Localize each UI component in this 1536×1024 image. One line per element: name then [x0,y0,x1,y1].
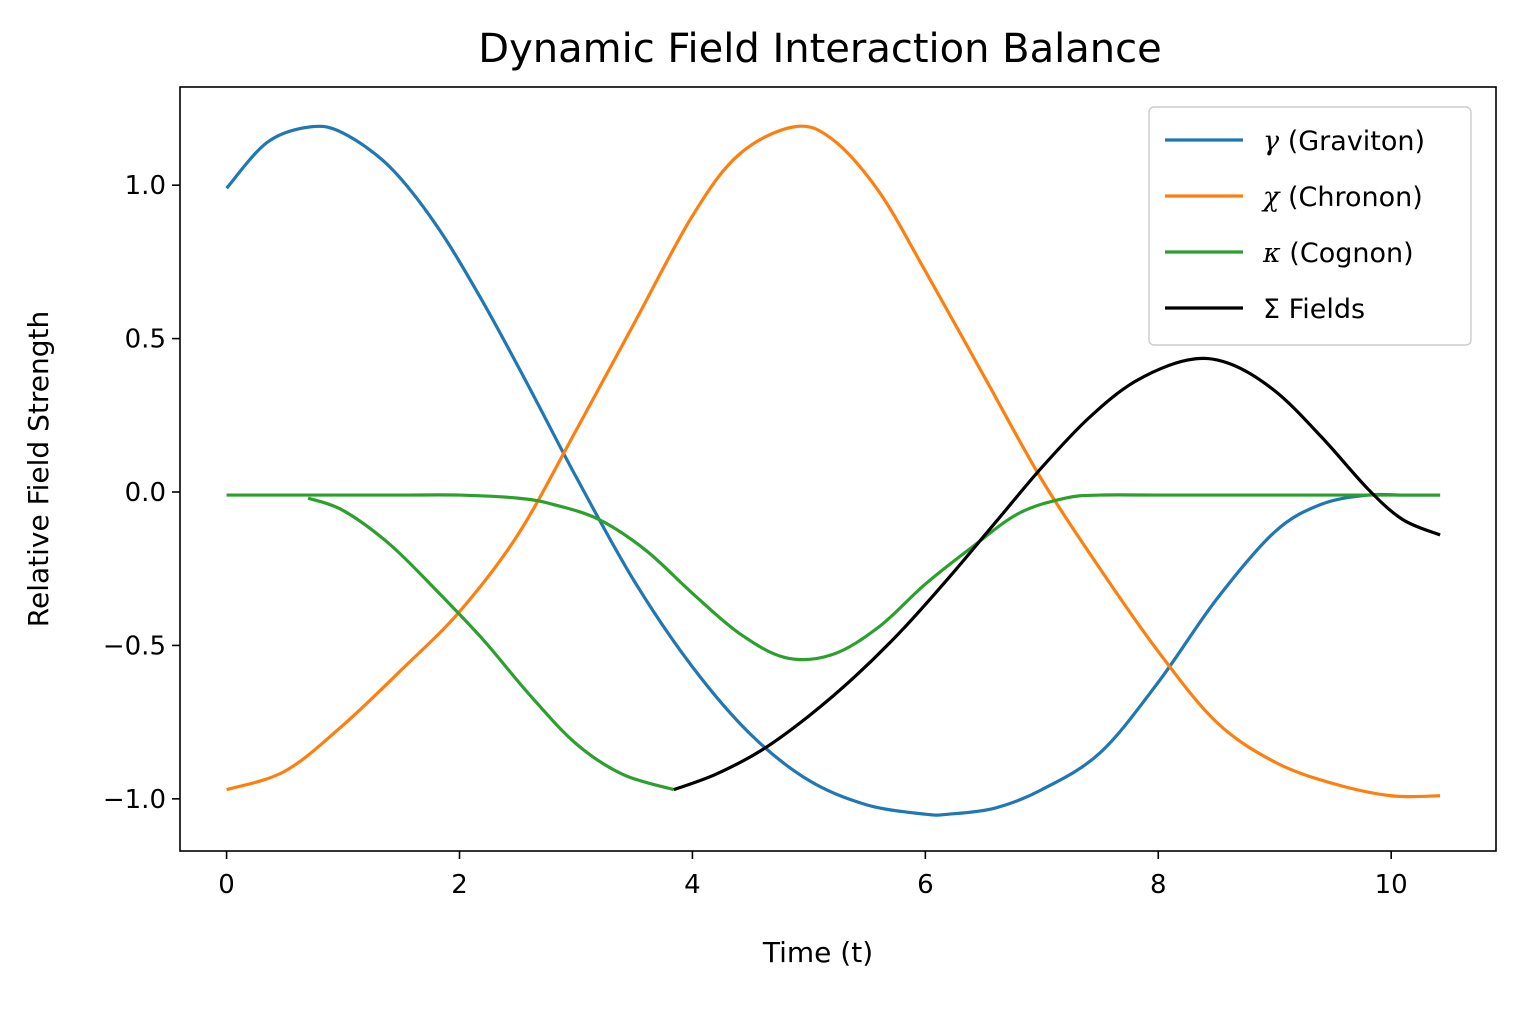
plot-area: 0 2 4 6 8 10 1.0 0.5 0.0 −0.5 −1.0 [103,86,1497,900]
plot-frame [179,86,1497,852]
legend-entry: κ (Cognon) [1262,238,1414,269]
x-tick-label: 0 [218,870,235,900]
series-line-3 [307,496,675,792]
series-line-0 [225,124,1441,817]
series-line-4 [673,356,1441,792]
legend-entry: χ (Chronon) [1261,182,1423,213]
y-tick-label: 1.0 [125,171,166,201]
series-line-2 [226,493,1441,662]
y-tick-label: −1.0 [103,785,166,815]
y-axis-label: Relative Field Strength [22,311,55,627]
x-tick-label: 2 [451,870,468,900]
legend-box [1148,106,1472,346]
y-axis: 1.0 0.5 0.0 −0.5 −1.0 [103,171,180,815]
y-tick-label: 0.0 [125,478,166,508]
x-axis: 0 2 4 6 8 10 [218,851,1408,900]
x-tick-label: 4 [684,870,701,900]
y-tick-label: −0.5 [103,631,166,661]
x-axis-label: Time (t) [762,936,873,969]
x-tick-label: 6 [917,870,934,900]
x-tick-label: 8 [1150,870,1167,900]
legend: γ (Graviton) χ (Chronon) κ (Cognon) Σ Field… [1148,106,1472,346]
y-tick-label: 0.5 [125,325,166,355]
legend-entry: Σ Fields [1263,294,1365,325]
chart-title: Dynamic Field Interaction Balance [478,26,1161,72]
series-layer [225,124,1441,817]
x-tick-label: 10 [1375,870,1408,900]
legend-entry: γ (Graviton) [1263,126,1425,157]
